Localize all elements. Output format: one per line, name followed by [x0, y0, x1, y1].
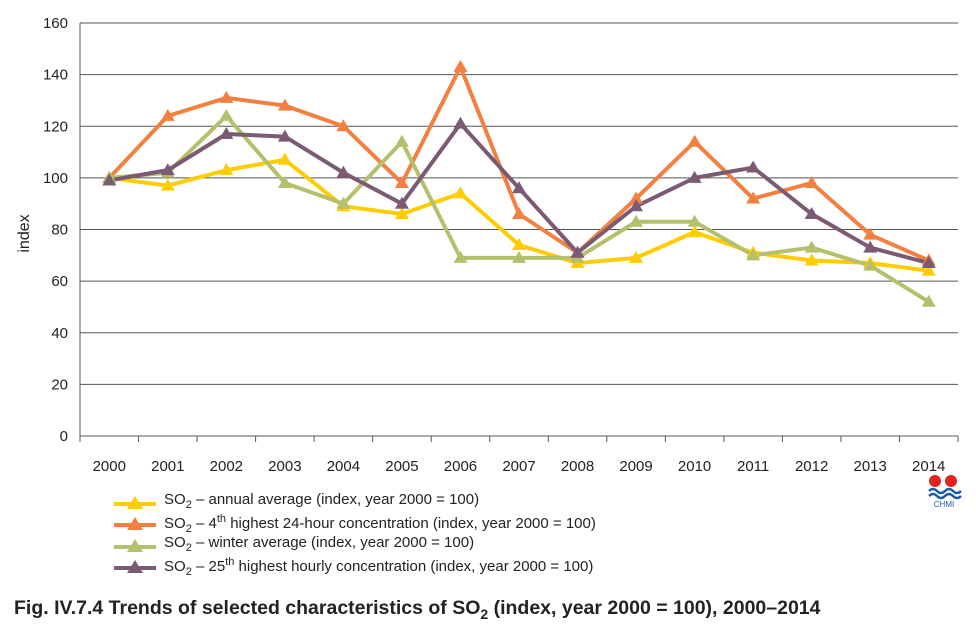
legend-swatch-winter-average: [114, 538, 156, 552]
y-tick-label: 100: [43, 170, 68, 187]
data-point-4th-highest: [394, 176, 409, 189]
legend-item-4th-highest: SO2 – 4th highest 24-hour concentration …: [112, 513, 596, 536]
data-point-annual-average: [160, 178, 175, 191]
data-point-4th-highest: [746, 191, 761, 204]
y-tick-label: 160: [43, 15, 68, 32]
data-point-25th-highest: [394, 196, 409, 209]
data-point-annual-average: [277, 152, 292, 165]
data-point-winter-average: [863, 258, 878, 271]
x-tick-label: 2006: [444, 458, 477, 475]
data-point-4th-highest: [453, 59, 468, 72]
data-point-25th-highest: [687, 170, 702, 183]
y-tick-label: 140: [43, 67, 68, 84]
legend-swatch-annual-average: [114, 495, 156, 509]
x-tick-label: 2007: [502, 458, 535, 475]
data-point-4th-highest: [629, 191, 644, 204]
y-tick-label: 0: [60, 428, 68, 445]
y-tick-label: 40: [51, 325, 68, 342]
data-point-annual-average: [394, 207, 409, 220]
x-tick-label: 2004: [327, 458, 360, 475]
series-line-4th-highest: [107, 64, 930, 263]
legend-swatch-4th-highest: [114, 517, 156, 531]
x-tick-label: 2009: [619, 458, 652, 475]
data-point-25th-highest: [921, 256, 936, 269]
data-point-winter-average: [629, 214, 644, 227]
data-point-25th-highest: [804, 207, 819, 220]
data-point-4th-highest: [804, 176, 819, 189]
y-tick-label: 80: [51, 222, 68, 239]
data-point-25th-highest: [336, 165, 351, 178]
data-point-winter-average: [336, 196, 351, 209]
x-tick-label: 2003: [268, 458, 301, 475]
data-point-25th-highest: [629, 199, 644, 212]
x-tick-label: 2001: [151, 458, 184, 475]
data-point-25th-highest: [453, 116, 468, 129]
legend-item-25th-highest: SO2 – 25th highest hourly concentration …: [112, 556, 596, 579]
line-chart: 0 20 40 60 80 100 120 140 160 2000 2001 2002 2003 200…: [16, 15, 959, 475]
data-point-4th-highest: [277, 98, 292, 111]
x-tick-label: 2014: [912, 458, 945, 475]
chmi-logo: CHMI: [926, 474, 962, 514]
x-tick-label: 2011: [737, 458, 769, 475]
data-point-4th-highest: [863, 227, 878, 240]
data-point-winter-average: [394, 134, 409, 147]
data-point-annual-average: [512, 237, 526, 250]
x-tick-label: 2000: [93, 458, 126, 475]
data-point-25th-highest: [102, 173, 117, 186]
y-axis-label: index: [16, 214, 33, 252]
data-point-4th-highest: [336, 119, 351, 132]
data-point-4th-highest: [512, 207, 526, 220]
data-point-25th-highest: [746, 160, 761, 173]
x-tick-label: 2008: [561, 458, 594, 475]
data-point-winter-average: [277, 176, 292, 189]
data-point-25th-highest: [570, 245, 585, 258]
figure-caption: Fig. IV.7.4 Trends of selected character…: [14, 597, 821, 622]
data-point-4th-highest: [219, 90, 234, 103]
data-point-winter-average: [687, 214, 702, 227]
data-point-25th-highest: [160, 163, 175, 176]
data-point-25th-highest: [863, 240, 878, 253]
data-point-annual-average: [219, 163, 234, 176]
y-tick-label: 20: [51, 376, 68, 393]
x-tick-label: 2002: [210, 458, 243, 475]
y-tick-label: 120: [43, 118, 68, 135]
data-point-winter-average: [219, 108, 234, 121]
x-tick-label: 2012: [795, 458, 828, 475]
data-point-annual-average: [629, 250, 644, 263]
data-point-4th-highest: [687, 134, 702, 147]
data-point-annual-average: [453, 186, 468, 199]
legend: SO2 – annual average (index, year 2000 =…: [112, 491, 596, 579]
legend-item-winter-average: SO2 – winter average (index, year 2000 =…: [112, 534, 596, 557]
legend-swatch-25th-highest: [114, 560, 156, 574]
data-point-25th-highest: [512, 181, 526, 194]
chmi-logo-mark: [928, 475, 962, 500]
data-point-4th-highest: [160, 108, 175, 121]
legend-item-annual-average: SO2 – annual average (index, year 2000 =…: [112, 491, 596, 514]
y-tick-label: 60: [51, 273, 68, 290]
chmi-logo-text: CHMI: [933, 500, 955, 509]
legend-label-winter-average: SO2 – winter average (index, year 2000 =…: [164, 534, 475, 554]
legend-label-25th-highest: SO2 – 25th highest hourly concentration …: [164, 555, 594, 578]
data-point-25th-highest: [219, 126, 234, 139]
x-tick-label: 2005: [385, 458, 418, 475]
data-point-25th-highest: [277, 129, 292, 142]
legend-label-annual-average: SO2 – annual average (index, year 2000 =…: [164, 491, 480, 511]
data-point-winter-average: [512, 250, 526, 263]
data-point-winter-average: [453, 250, 468, 263]
x-tick-label: 2013: [854, 458, 887, 475]
legend-label-4th-highest: SO2 – 4th highest 24-hour concentration …: [164, 512, 596, 535]
data-point-annual-average: [804, 253, 819, 266]
data-point-annual-average: [921, 263, 936, 276]
data-point-winter-average: [746, 248, 761, 261]
data-point-winter-average: [921, 294, 936, 307]
x-tick-label: 2010: [678, 458, 711, 475]
data-point-winter-average: [804, 240, 819, 253]
data-point-annual-average: [687, 225, 702, 238]
